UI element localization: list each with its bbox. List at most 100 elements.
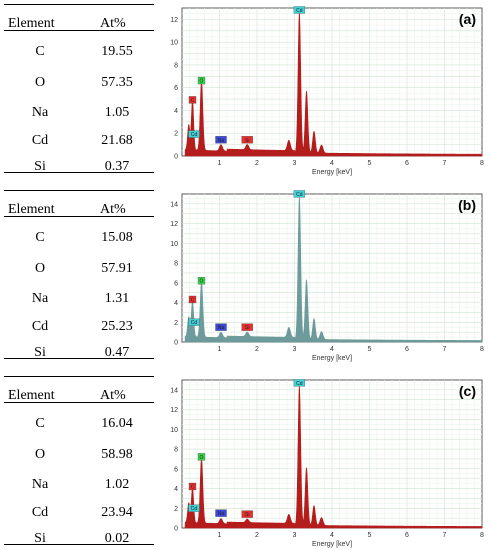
element-marker-label: C (191, 98, 195, 104)
panel-label: (b) (458, 197, 476, 213)
x-axis-label: Energy [keV] (312, 355, 352, 362)
element-marker-label: Cd (191, 506, 198, 512)
table-bottom-rule (4, 358, 154, 359)
element-marker-box (215, 509, 227, 517)
table-bottom-rule (4, 172, 154, 173)
spectrum-area (184, 197, 483, 343)
at-percent-value: 57.35 (101, 75, 133, 90)
at-percent-value: 1.05 (104, 105, 130, 120)
element-marker-box (197, 277, 206, 285)
x-axis: 1 2 3 4 5 6 7 8 (218, 532, 485, 539)
element-marker-box (241, 510, 253, 518)
composition-table: Element At% C 15.08 O 57.91 Na 1.31 Cd 25.23 Si 0.4… (4, 190, 154, 360)
element-symbol: C (35, 44, 45, 59)
element-marker: Cd (188, 504, 200, 512)
panel-label: (c) (459, 383, 476, 399)
element-marker-box (188, 504, 200, 512)
y-tick-label: 0 (174, 340, 178, 347)
y-tick-label: 14 (170, 201, 178, 208)
element-marker: Na (215, 323, 227, 331)
element-marker: Cd (188, 130, 200, 138)
x-tick-label: 6 (405, 160, 409, 167)
at-percent-value: 0.02 (104, 531, 130, 546)
element-marker-label: Cd (296, 8, 303, 14)
x-tick-label: 3 (293, 346, 297, 353)
y-tick-label: 0 (174, 154, 178, 161)
element-marker-box (188, 295, 197, 304)
at-percent-value: 58.98 (101, 447, 133, 462)
at-percent-value: 57.91 (101, 261, 133, 276)
element-marker-label: Na (218, 138, 225, 144)
at-percent-value: 0.37 (104, 159, 130, 174)
x-tick-label: 2 (255, 346, 259, 353)
element-symbol: O (34, 447, 46, 462)
element-marker-label: Cd (191, 132, 198, 138)
element-marker: Si (241, 136, 253, 144)
x-tick-label: 1 (218, 160, 222, 167)
x-tick-label: 3 (293, 160, 297, 167)
spectrum-area (184, 12, 483, 157)
element-marker: O (197, 76, 206, 85)
element-marker-label: C (191, 297, 195, 303)
element-marker-box (197, 453, 206, 461)
grid (182, 8, 482, 156)
x-tick-label: 8 (480, 160, 484, 167)
column-header-element: Element (8, 202, 55, 217)
x-axis: 1 2 3 4 5 6 7 8 (218, 160, 485, 167)
y-tick-label: 4 (174, 486, 178, 493)
element-symbol: C (35, 230, 45, 245)
x-tick-label: 4 (330, 160, 334, 167)
table-bottom-rule (4, 544, 154, 545)
element-marker-label: Cd (296, 381, 303, 387)
element-symbol: Si (34, 345, 46, 360)
at-percent-value: 15.08 (101, 230, 133, 245)
spectrum-area (184, 385, 483, 529)
element-symbol: O (34, 261, 46, 276)
element-symbol: O (34, 75, 46, 90)
element-marker-box (293, 190, 306, 198)
element-marker: C (188, 96, 197, 104)
element-symbol: C (35, 416, 45, 431)
table-header-rule (4, 216, 154, 217)
element-marker: Si (241, 323, 253, 331)
element-marker-label: Na (218, 325, 225, 331)
y-tick-label: 6 (174, 85, 178, 92)
y-tick-label: 4 (174, 108, 178, 115)
y-tick-label: 10 (170, 241, 178, 248)
element-marker: O (197, 277, 206, 285)
element-marker-box (241, 323, 253, 331)
element-marker: Cd (293, 6, 306, 14)
composition-table: Element At% C 16.04 O 58.98 Na 1.02 Cd 23.94 Si 0.0… (4, 376, 154, 546)
column-header-at-percent: At% (100, 16, 126, 31)
at-percent-value: 0.47 (104, 345, 130, 360)
x-axis-label: Energy [keV] (312, 169, 352, 176)
element-marker-box (241, 136, 253, 144)
grid (182, 194, 482, 342)
y-axis: 0 2 4 6 8 10 12 14 (170, 387, 178, 532)
element-marker: Na (215, 509, 227, 517)
element-marker-box (215, 323, 227, 331)
composition-table: Element At% C 19.55 O 57.35 Na 1.05 Cd 21.68 Si 0.3… (4, 4, 154, 174)
element-marker: Cd (293, 379, 306, 387)
x-tick-label: 6 (405, 346, 409, 353)
column-header-at-percent: At% (100, 388, 126, 403)
table-header-rule (4, 30, 154, 31)
x-tick-label: 5 (368, 532, 372, 539)
x-tick-label: 8 (480, 532, 484, 539)
y-tick-label: 12 (170, 17, 178, 24)
element-marker-label: O (200, 279, 204, 285)
y-tick-label: 6 (174, 280, 178, 287)
y-tick-label: 8 (174, 62, 178, 69)
element-symbol: Cd (31, 505, 49, 520)
element-marker-label: C (191, 484, 195, 490)
element-marker-box (197, 76, 206, 85)
element-symbol: Cd (31, 133, 49, 148)
element-symbol: Na (31, 477, 49, 492)
x-tick-label: 1 (218, 532, 222, 539)
element-marker: Cd (293, 190, 306, 198)
y-tick-label: 0 (174, 526, 178, 533)
x-tick-label: 2 (255, 532, 259, 539)
y-tick-label: 10 (170, 427, 178, 434)
element-marker-label: Si (245, 325, 249, 331)
